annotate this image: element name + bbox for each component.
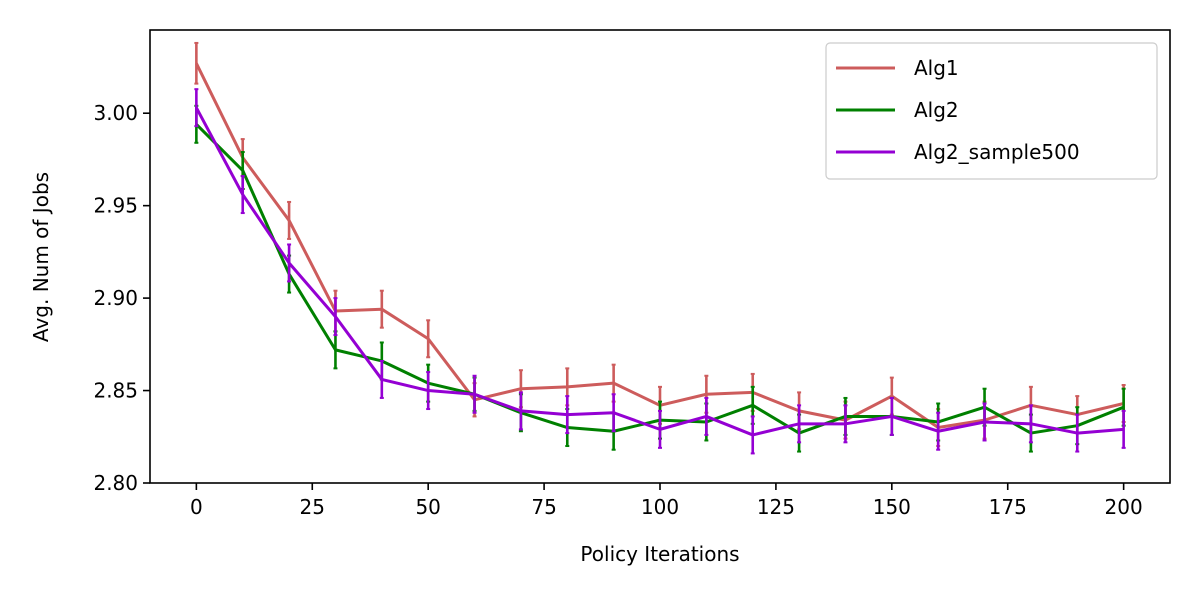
x-tick-label: 75 bbox=[531, 495, 556, 519]
series-alg2-sample500 bbox=[194, 88, 1126, 455]
legend-box bbox=[825, 42, 1158, 180]
x-tick-label: 25 bbox=[300, 495, 325, 519]
series-layer bbox=[194, 41, 1126, 455]
y-tick-label: 2.80 bbox=[93, 471, 138, 495]
x-tick-label: 125 bbox=[757, 495, 795, 519]
y-tick-label: 2.95 bbox=[93, 194, 138, 218]
x-axis-ticks: 0 25 50 75 100 125 150 175 200 bbox=[190, 483, 1143, 519]
x-tick-label: 150 bbox=[873, 495, 911, 519]
x-tick-label: 100 bbox=[641, 495, 679, 519]
x-tick-label: 0 bbox=[190, 495, 203, 519]
y-tick-label: 2.85 bbox=[93, 379, 138, 403]
x-tick-label: 200 bbox=[1105, 495, 1143, 519]
y-axis-label: Avg. Num of Jobs bbox=[29, 172, 53, 342]
legend: Alg1 Alg2 Alg2_sample500 bbox=[825, 42, 1158, 180]
x-axis-label: Policy Iterations bbox=[580, 542, 739, 566]
x-tick-label: 175 bbox=[989, 495, 1027, 519]
legend-label: Alg2 bbox=[914, 98, 959, 122]
y-axis-ticks: 2.80 2.85 2.90 2.95 3.00 bbox=[93, 101, 150, 495]
y-tick-label: 2.90 bbox=[93, 286, 138, 310]
x-tick-label: 50 bbox=[415, 495, 440, 519]
legend-label: Alg1 bbox=[914, 56, 959, 80]
y-tick-label: 3.00 bbox=[93, 101, 138, 125]
legend-label: Alg2_sample500 bbox=[914, 140, 1080, 164]
